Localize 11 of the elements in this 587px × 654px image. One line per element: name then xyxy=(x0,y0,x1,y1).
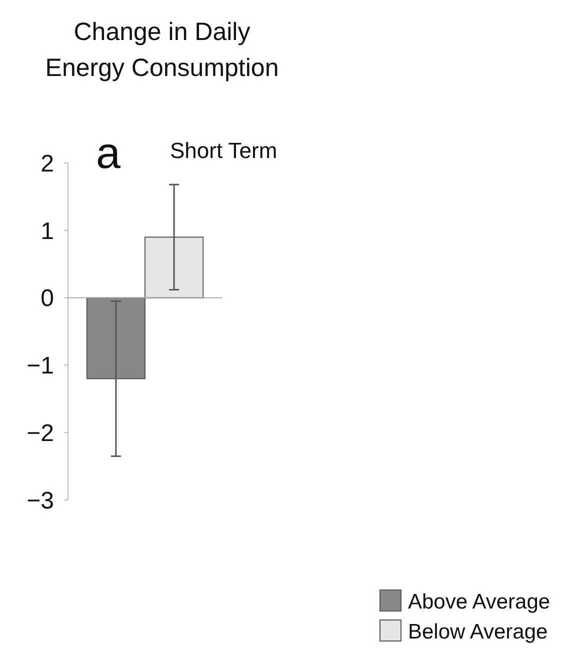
y-tick-label: −3 xyxy=(26,487,54,514)
y-tick-label: 1 xyxy=(40,218,54,245)
y-tick-label: −1 xyxy=(26,352,54,380)
chart-title: Change in Daily Energy Consumption xyxy=(45,18,279,82)
y-tick-label: 2 xyxy=(40,150,54,178)
y-tick-label: 0 xyxy=(40,285,54,312)
annotation: Short Term xyxy=(170,138,278,163)
legend-label: Above Average xyxy=(408,590,550,614)
legend-label: Below Average xyxy=(408,620,548,644)
y-tick-label: −2 xyxy=(26,420,54,447)
annotation: a xyxy=(96,129,121,178)
